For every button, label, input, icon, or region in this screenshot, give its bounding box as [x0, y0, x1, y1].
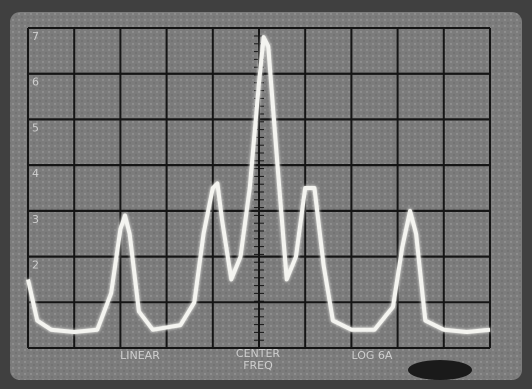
- trace: [26, 35, 491, 334]
- annotation: LINEAR: [120, 349, 160, 362]
- y-tick-label: 2: [32, 259, 39, 272]
- screen: [10, 12, 522, 380]
- y-tick-label: 7: [32, 30, 39, 43]
- y-tick-label: 3: [32, 213, 39, 226]
- annotation: CENTER: [236, 347, 281, 360]
- y-tick-label: 4: [32, 167, 39, 180]
- y-tick-label: 6: [32, 76, 39, 89]
- annotation: FREQ: [243, 359, 273, 372]
- y-tick-label: 5: [32, 121, 39, 134]
- annotation: LOG 6A: [352, 349, 393, 362]
- bezel-mark: [408, 360, 472, 380]
